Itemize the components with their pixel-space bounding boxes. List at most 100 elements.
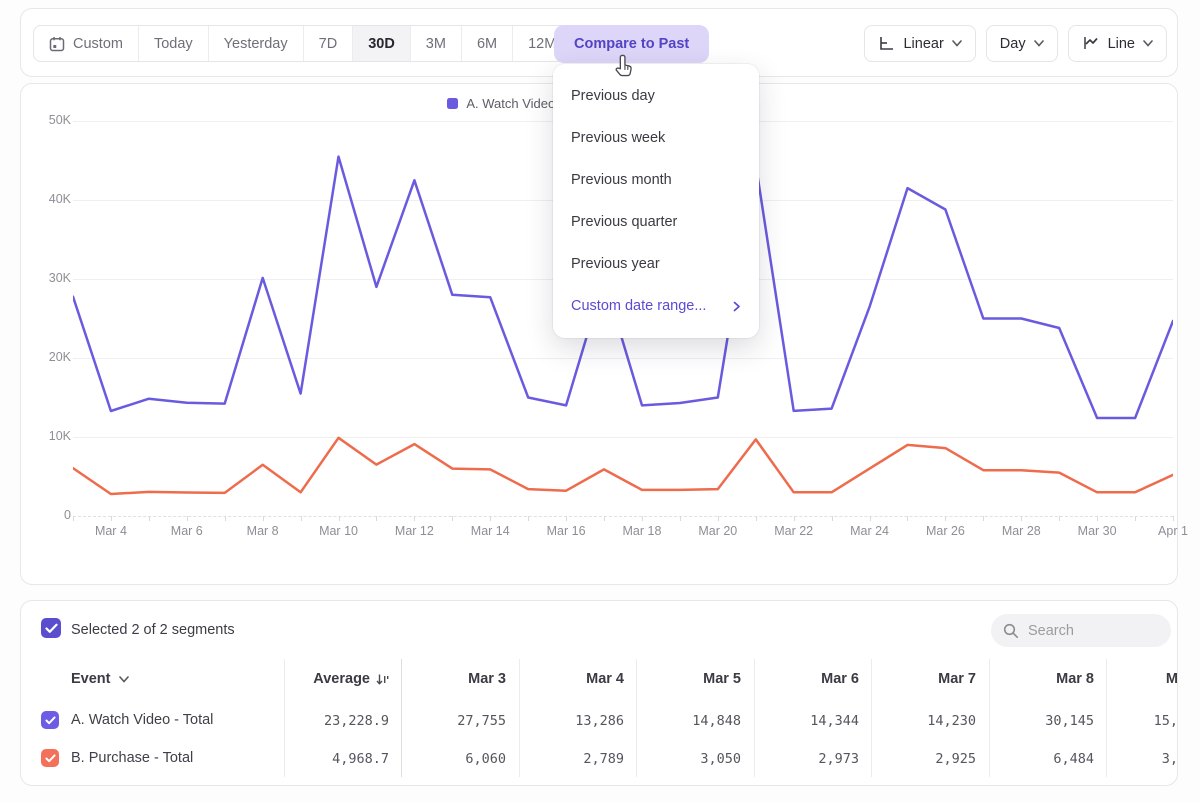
column-divider: [753, 659, 755, 777]
x-axis-label: Mar 14: [470, 524, 510, 538]
column-header-mar-5[interactable]: Mar 5: [629, 671, 741, 687]
column-header-label: Mar 3: [468, 671, 506, 687]
range-label: 6M: [476, 35, 498, 52]
event-name: A. Watch Video - Total: [71, 712, 214, 728]
range-label: 7D: [318, 35, 338, 52]
x-axis-tick: [528, 516, 530, 521]
x-axis-label: Mar 16: [546, 524, 586, 538]
x-axis-tick: [262, 516, 264, 521]
column-header-label: Average: [313, 671, 370, 687]
range-today[interactable]: Today: [137, 26, 208, 61]
menu-item-custom-date-range[interactable]: Custom date range...: [553, 285, 759, 327]
range-label: 3M: [425, 35, 446, 52]
table-value: 2,789: [583, 751, 624, 767]
row-checkbox-a-watch-video-total[interactable]: [41, 711, 59, 729]
chart-type-dropdown-button[interactable]: Line: [1067, 25, 1167, 62]
legend-swatch: [447, 98, 459, 109]
menu-item-previous-month[interactable]: Previous month: [571, 172, 672, 188]
compare-to-past-menu: Previous day Previous week Previous month P…: [553, 64, 759, 338]
x-axis-tick: [148, 516, 150, 521]
column-header-mar-6[interactable]: Mar 6: [747, 671, 859, 687]
x-axis-tick: [717, 516, 719, 521]
column-header-mar-3[interactable]: Mar 3: [394, 671, 506, 687]
column-divider: [284, 659, 285, 777]
y-axis-label: 0: [64, 508, 71, 522]
range-label: Yesterday: [223, 35, 288, 52]
column-header-m[interactable]: M: [1066, 671, 1178, 687]
x-axis-tick: [679, 516, 681, 521]
menu-item-previous-year[interactable]: Previous year: [571, 256, 660, 272]
event-column-header[interactable]: Event: [71, 671, 129, 687]
range-label: 30D: [368, 35, 395, 52]
chevron-down-icon: [1143, 40, 1153, 47]
scale-label: Linear: [903, 35, 944, 52]
table-value: 3,: [1161, 751, 1178, 767]
column-header-label: Mar 7: [938, 671, 976, 687]
compare-to-past-button[interactable]: Compare to Past: [554, 25, 710, 63]
range-12m[interactable]: 12M: [512, 26, 571, 61]
chart-options: Linear Day Line: [864, 25, 1167, 62]
select-all-checkbox[interactable]: [41, 618, 61, 638]
x-axis-tick: [452, 516, 454, 521]
search-input[interactable]: [1028, 622, 1148, 639]
x-axis-tick: [414, 516, 416, 521]
chart-type-label: Line: [1107, 35, 1135, 52]
range-6m[interactable]: 6M: [460, 26, 512, 61]
check-icon: [44, 715, 56, 724]
series-line-a-watch-video-total: [73, 155, 1173, 420]
table-value: 13,286: [575, 713, 624, 729]
menu-item-previous-week[interactable]: Previous week: [571, 130, 666, 146]
table-value: 6,060: [465, 751, 506, 767]
range-7d[interactable]: 7D: [302, 26, 353, 61]
table-value: 4,968.7: [332, 751, 389, 767]
x-axis-label: Mar 12: [394, 524, 434, 538]
x-axis-label: Mar 24: [850, 524, 889, 538]
chevron-down-icon: [951, 40, 962, 47]
search-box[interactable]: [991, 614, 1171, 647]
x-axis-tick: [490, 516, 492, 521]
x-axis-label: Mar 10: [319, 524, 358, 538]
menu-item-previous-quarter[interactable]: Previous quarter: [571, 214, 678, 230]
custom-range-label: Custom date range...: [571, 298, 707, 314]
column-header-label: Mar 6: [821, 671, 859, 687]
scale-dropdown-button[interactable]: Linear: [864, 25, 976, 62]
interval-label: Day: [999, 35, 1026, 52]
menu-item-previous-day[interactable]: Previous day: [571, 88, 655, 104]
column-header-mar-8[interactable]: Mar 8: [982, 671, 1094, 687]
x-axis-tick: [73, 516, 74, 521]
x-axis-label: Mar 28: [1001, 524, 1041, 538]
x-axis-tick: [983, 516, 985, 521]
column-header-mar-7[interactable]: Mar 7: [864, 671, 976, 687]
column-header-label: M: [1165, 671, 1178, 687]
range-yesterday[interactable]: Yesterday: [207, 26, 303, 61]
range-custom[interactable]: Custom: [34, 26, 138, 61]
linear-scale-icon: [880, 37, 894, 50]
row-checkbox-b-purchase-total[interactable]: [41, 749, 59, 767]
y-axis-label: 10K: [48, 429, 71, 443]
x-axis-tick: [604, 516, 606, 521]
range-label: 12M: [528, 35, 557, 52]
calendar-icon: [49, 36, 65, 51]
series-line-b-purchase-total: [73, 436, 1173, 496]
interval-dropdown-button[interactable]: Day: [985, 25, 1058, 62]
x-axis-tick: [755, 516, 757, 521]
x-axis-label: Mar 4: [94, 524, 127, 538]
table-value: 2,925: [935, 751, 976, 767]
x-axis-tick: [1173, 516, 1174, 521]
line-chart: [73, 155, 1173, 496]
table-value: 6,484: [1053, 751, 1094, 767]
range-3m[interactable]: 3M: [409, 26, 461, 61]
x-axis-label: Mar 20: [698, 524, 738, 538]
x-axis-label: Mar 26: [925, 524, 965, 538]
x-axis-tick: [641, 516, 643, 521]
range-30d[interactable]: 30D: [352, 26, 410, 61]
column-header-mar-4[interactable]: Mar 4: [512, 671, 624, 687]
line-chart-icon: [1083, 37, 1098, 49]
selected-segments-label: Selected 2 of 2 segments: [71, 622, 235, 638]
toolbar: Custom Today Yesterday 7D 30D 3M 6M 12M Compare…: [20, 8, 1178, 77]
x-axis-tick: [1059, 516, 1061, 521]
column-header-label: Mar 4: [586, 671, 624, 687]
column-header-label: Mar 5: [703, 671, 741, 687]
column-header-average[interactable]: Average: [277, 671, 389, 687]
